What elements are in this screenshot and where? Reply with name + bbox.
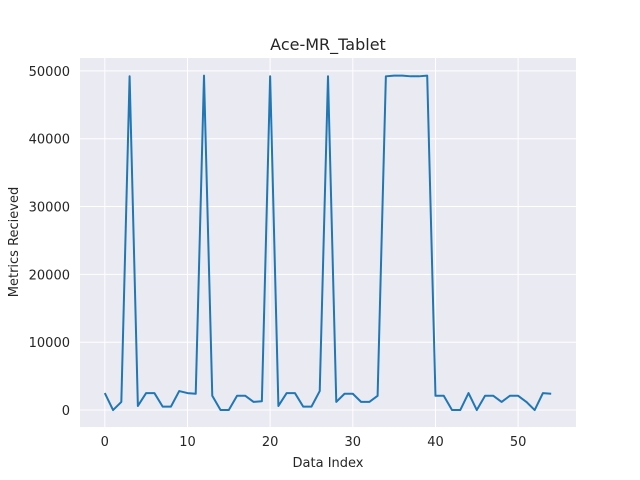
x-tick-label: 10	[179, 435, 196, 450]
x-tick-labels: 0 10 20 30 40 50	[101, 435, 527, 450]
plot-background	[80, 58, 576, 427]
x-gridlines	[104, 58, 519, 427]
y-axis-label: Metrics Recieved	[7, 187, 22, 297]
chart-title: Ace-MR_Tablet	[270, 35, 386, 55]
y-tick-label: 30000	[29, 201, 70, 216]
x-tick-label: 40	[427, 435, 444, 450]
x-tick-label: 50	[510, 435, 527, 450]
y-tick-label: 40000	[29, 133, 70, 148]
x-axis-label: Data Index	[293, 456, 364, 471]
y-gridlines	[80, 70, 576, 411]
x-tick-label: 20	[262, 435, 279, 450]
y-tick-label: 20000	[29, 268, 70, 283]
x-tick-label: 30	[345, 435, 362, 450]
y-tick-label: 50000	[29, 65, 70, 80]
y-tick-label: 10000	[29, 336, 70, 351]
y-tick-label: 0	[62, 404, 70, 419]
y-tick-labels: 0 10000 20000 30000 40000 50000	[29, 65, 70, 419]
series-group	[103, 74, 552, 412]
series-line	[103, 74, 552, 412]
x-tick-label: 0	[101, 435, 109, 450]
